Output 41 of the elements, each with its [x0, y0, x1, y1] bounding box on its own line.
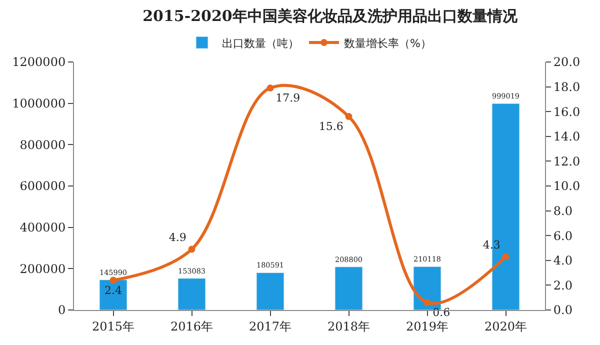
y-tick-label: 1200000: [12, 55, 66, 70]
x-tick-label: 2018年: [327, 319, 370, 334]
y-tick-label: 800000: [20, 138, 66, 152]
bar: [99, 280, 128, 310]
y-tick-label: 200000: [20, 262, 66, 276]
y2-tick-label: 2.0: [553, 278, 572, 292]
point: [502, 253, 510, 260]
x-tick-label: 2019年: [406, 319, 449, 334]
y2-tick-label: 0.0: [553, 303, 572, 318]
point: [424, 299, 431, 306]
y-tick-label: 600000: [20, 179, 66, 194]
point: [110, 276, 117, 284]
y2-tick-label: 18.0: [553, 80, 580, 94]
data-label: 15.6: [318, 120, 344, 134]
point: [266, 84, 274, 92]
y-tick-label: 400000: [20, 220, 66, 235]
data-label: 4.9: [168, 231, 186, 244]
data-label: 2.4: [104, 284, 122, 297]
y2-tick-label: 6.0: [553, 228, 572, 243]
x-tick-label: 2020年: [484, 319, 528, 334]
y2-tick-label: 16.0: [553, 104, 580, 119]
bar: [178, 278, 206, 310]
point: [188, 246, 196, 253]
y2-tick-label: 20.0: [553, 55, 580, 70]
bar: [334, 266, 363, 310]
chart-title: 2015-2020年中国美容化妆品及洗护用品出口数量情况: [142, 6, 518, 25]
y2-tick-label: 4.0: [553, 254, 572, 268]
y-tick-label: 1000000: [12, 96, 66, 111]
legend-label: 出口数量（吨）: [222, 36, 299, 50]
y2-tick-label: 14.0: [553, 130, 580, 144]
y2-tick-label: 12.0: [553, 154, 580, 168]
x-tick-label: 2017年: [248, 319, 292, 334]
point: [345, 113, 352, 120]
x-tick-label: 2016年: [170, 319, 214, 334]
x-tick-label: 2015年: [92, 319, 135, 334]
bar: [256, 272, 284, 310]
y-tick-label: 0: [58, 303, 66, 318]
y2-tick-label: 8.0: [553, 204, 572, 218]
data-label: 17.9: [276, 92, 300, 105]
legend-label: 数量增长率（%）: [344, 36, 432, 50]
y2-tick-label: 10.0: [553, 179, 580, 194]
